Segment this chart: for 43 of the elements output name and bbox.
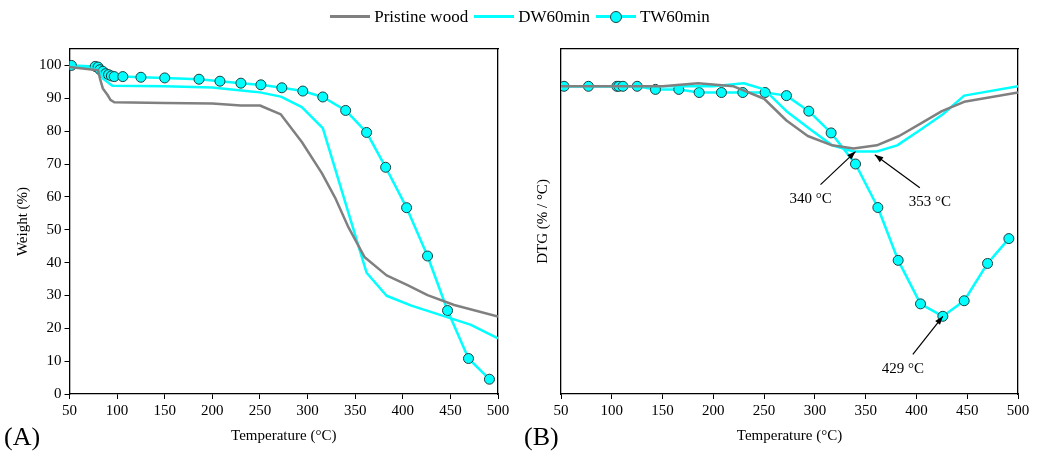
y-tick-label: 10 bbox=[46, 352, 62, 369]
y-tick-label: 50 bbox=[46, 220, 62, 237]
x-tick-label: 100 bbox=[105, 401, 129, 418]
y-tick-label: 70 bbox=[46, 154, 62, 171]
legend-label: TW60min bbox=[639, 6, 710, 27]
y-tick-label: 40 bbox=[46, 253, 62, 270]
x-tick-label: 50 bbox=[553, 401, 569, 418]
y-tick-label: 100 bbox=[39, 56, 62, 73]
x-tick-label: 450 bbox=[439, 401, 462, 418]
x-tick-label: 400 bbox=[391, 401, 415, 418]
legend-label: DW60min bbox=[518, 6, 590, 27]
x-axis-title: Temperature (°C) bbox=[736, 426, 843, 444]
text: (B) bbox=[524, 421, 559, 451]
y-tick-label: 60 bbox=[46, 187, 62, 204]
y-axis-title: DTG (% / °C) bbox=[533, 179, 551, 264]
y-tick-label: 90 bbox=[46, 89, 62, 106]
x-tick-label: 200 bbox=[201, 401, 224, 418]
annotation: 340 °C bbox=[789, 190, 832, 207]
x-tick-label: 250 bbox=[752, 401, 776, 418]
x-tick-label: 300 bbox=[296, 401, 319, 418]
legend-label: Pristine wood bbox=[374, 6, 469, 27]
text: (A) bbox=[4, 421, 41, 451]
y-tick-label: 20 bbox=[46, 319, 62, 336]
x-axis-title: Temperature (°C) bbox=[231, 426, 337, 444]
x-tick-label: 250 bbox=[248, 401, 272, 418]
y-tick-label: 80 bbox=[46, 122, 62, 139]
x-tick-label: 450 bbox=[955, 401, 979, 418]
y-tick-label: 30 bbox=[46, 286, 62, 303]
x-tick-label: 50 bbox=[62, 401, 77, 418]
x-tick-label: 500 bbox=[486, 401, 510, 418]
y-tick-label: 0 bbox=[54, 384, 62, 401]
x-tick-label: 500 bbox=[1006, 401, 1030, 418]
x-tick-label: 350 bbox=[343, 401, 367, 418]
x-tick-label: 200 bbox=[702, 401, 725, 418]
x-tick-label: 150 bbox=[153, 401, 176, 418]
annotation: 429 °C bbox=[881, 359, 924, 376]
x-tick-label: 100 bbox=[600, 401, 624, 418]
y-axis-title: Weight (%) bbox=[13, 186, 31, 257]
annotation: 353 °C bbox=[908, 193, 951, 210]
x-tick-label: 400 bbox=[905, 401, 928, 418]
x-tick-label: 350 bbox=[854, 401, 877, 418]
x-tick-label: 150 bbox=[651, 401, 674, 418]
x-tick-label: 300 bbox=[803, 401, 827, 418]
